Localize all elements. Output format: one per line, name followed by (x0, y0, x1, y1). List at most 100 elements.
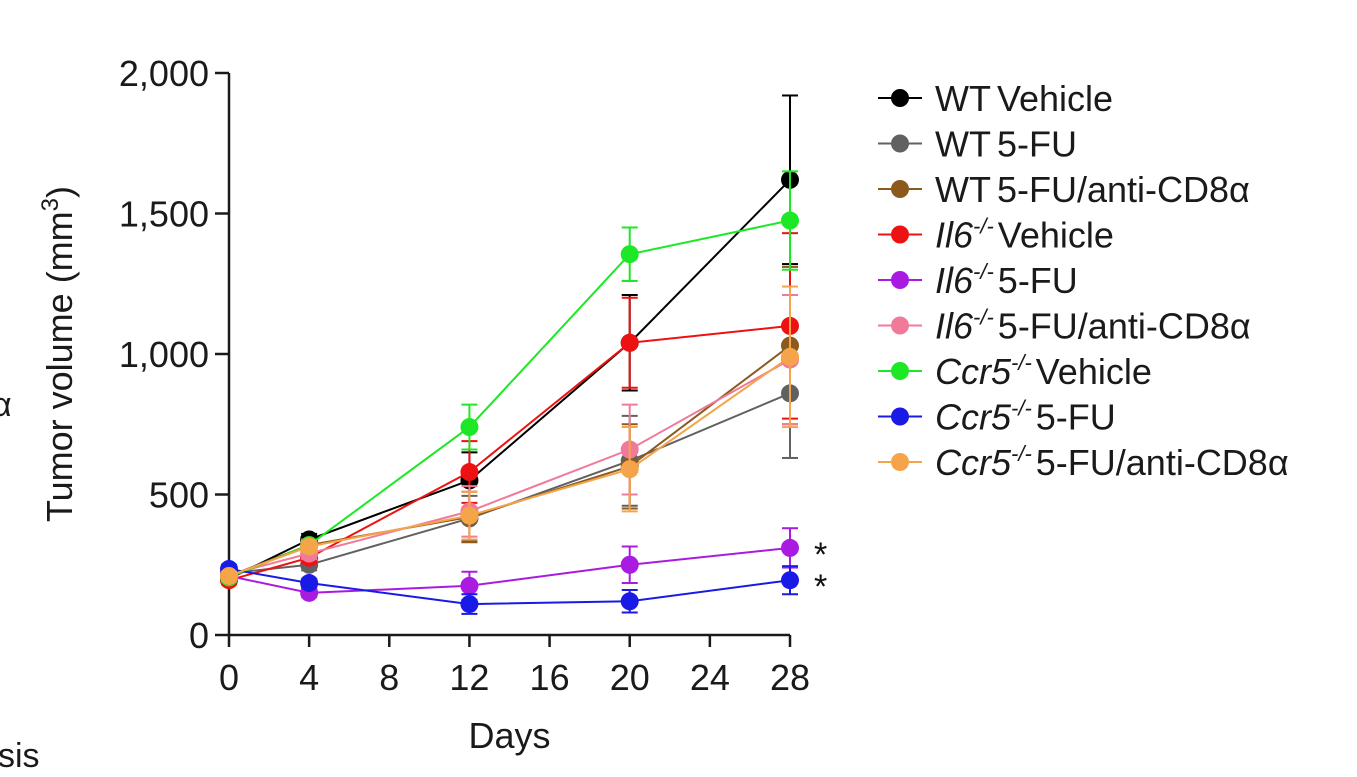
legend-genotype: Il6 (935, 215, 974, 256)
y-axis-title-superscript: 3 (37, 198, 64, 211)
legend-label: Il6-/- 5-FU (935, 259, 1078, 301)
legend-label: WT 5-FU (935, 124, 1077, 165)
x-tick-label: 20 (610, 657, 650, 698)
legend-item: WT 5-FU (878, 124, 1077, 165)
legend-swatch-marker (891, 316, 909, 335)
legend-item: Ccr5-/- Vehicle (878, 350, 1152, 392)
legend-swatch-marker (891, 271, 909, 289)
series-ccr5-vehicle (220, 170, 799, 587)
legend-label: Il6-/- Vehicle (935, 214, 1114, 256)
y-tick-label: 1,000 (119, 334, 209, 375)
y-axis-title: Tumor volume (mm3) (37, 186, 80, 522)
legend-genotype: WT (935, 124, 991, 165)
x-tick-label: 28 (770, 657, 810, 698)
data-point (620, 592, 639, 611)
legend-genotype: WT (935, 78, 991, 119)
legend-item: Il6-/- 5-FU/anti-CD8α (878, 305, 1251, 347)
left-fragment-symbol: α (0, 386, 12, 424)
y-tick-label: 0 (189, 615, 209, 656)
legend-treatment: 5-FU/anti-CD8α (1036, 442, 1289, 483)
data-point (781, 211, 799, 230)
data-point (460, 463, 479, 482)
legend-label: Ccr5-/- Vehicle (935, 350, 1152, 392)
x-axis-title: Days (468, 715, 550, 756)
legend-label: Ccr5-/- 5-FU/anti-CD8α (935, 441, 1289, 483)
legend-superscript: -/- (973, 214, 994, 239)
legend-treatment: 5-FU (997, 124, 1077, 165)
legend-swatch-marker (891, 407, 909, 426)
y-axis-title-main: Tumor volume (mm (39, 211, 80, 522)
legend-superscript: -/- (973, 305, 994, 330)
legend-superscript: -/- (1011, 441, 1032, 466)
data-point (460, 595, 479, 614)
legend-treatment: 5-FU (998, 260, 1078, 301)
legend-item: Il6-/- Vehicle (878, 214, 1114, 256)
data-point (460, 576, 479, 595)
data-point (460, 506, 479, 525)
x-tick-label: 12 (449, 657, 489, 698)
x-tick-label: 4 (299, 657, 319, 698)
data-point (460, 418, 479, 437)
legend-swatch-marker (891, 225, 909, 244)
legend-label: Il6-/- 5-FU/anti-CD8α (935, 305, 1251, 347)
legend-superscript: -/- (1011, 396, 1032, 421)
legend-treatment: Vehicle (997, 78, 1113, 119)
legend-item: Il6-/- 5-FU (878, 259, 1078, 301)
legend-label: WT Vehicle (935, 78, 1113, 119)
annotation-layer: ** (814, 536, 827, 606)
axes: 0 500 1,000 1,500 2,000 0 4 8 12 16 20 24 28 Days Tumo… (37, 53, 810, 756)
series-wt-vehicle (220, 94, 799, 588)
legend-genotype: Il6 (935, 306, 974, 347)
y-tick-label: 1,500 (119, 194, 209, 235)
legend-label: WT 5-FU/anti-CD8α (935, 169, 1250, 210)
x-tick-label: 24 (690, 657, 730, 698)
legend-genotype: Ccr5 (935, 351, 1012, 392)
y-tick-label: 2,000 (119, 53, 209, 94)
data-point (781, 538, 799, 557)
legend-item: Ccr5-/- 5-FU/anti-CD8α (878, 441, 1289, 483)
legend-treatment: Vehicle (998, 215, 1114, 256)
data-point (300, 574, 319, 593)
legend-item: Ccr5-/- 5-FU (878, 396, 1116, 438)
legend-genotype: WT (935, 169, 991, 210)
series-line (228, 219, 791, 579)
data-point (620, 333, 639, 352)
legend-swatch-marker (891, 362, 909, 380)
legend-swatch-marker (891, 89, 909, 107)
legend-swatch-marker (891, 134, 909, 153)
data-point (781, 347, 799, 366)
legend-superscript: -/- (1011, 350, 1032, 375)
legend-treatment: 5-FU (1036, 397, 1116, 438)
bottom-left-fragment-text: sis (0, 737, 40, 775)
significance-star: * (814, 568, 827, 606)
y-axis-title-close: ) (39, 186, 80, 198)
legend-label: Ccr5-/- 5-FU (935, 396, 1116, 438)
legend-item: WT 5-FU/anti-CD8α (878, 169, 1250, 210)
x-tick-label: 16 (530, 657, 570, 698)
legend-swatch-marker (891, 453, 909, 471)
data-point (781, 571, 799, 590)
legend-swatch-marker (891, 180, 909, 198)
data-point (620, 460, 639, 479)
legend-item: WT Vehicle (878, 78, 1113, 119)
y-tick-label: 500 (149, 475, 209, 516)
series-layer (220, 94, 799, 615)
legend-treatment: 5-FU/anti-CD8α (998, 306, 1251, 347)
x-tick-label: 8 (379, 657, 399, 698)
legend-genotype: Ccr5 (935, 397, 1012, 438)
x-tick-label: 0 (219, 657, 239, 698)
legend-genotype: Ccr5 (935, 442, 1012, 483)
legend-genotype: Il6 (935, 260, 974, 301)
legend-treatment: 5-FU/anti-CD8α (997, 169, 1250, 210)
legend-superscript: -/- (973, 259, 994, 284)
significance-star: * (814, 536, 827, 574)
data-point (300, 537, 319, 556)
data-point (220, 566, 238, 585)
legend-treatment: Vehicle (1036, 351, 1152, 392)
data-point (620, 555, 639, 574)
data-point (620, 245, 639, 264)
series-ccr5-5-fu-anti-cd8- (220, 285, 799, 585)
series-line (228, 179, 791, 580)
